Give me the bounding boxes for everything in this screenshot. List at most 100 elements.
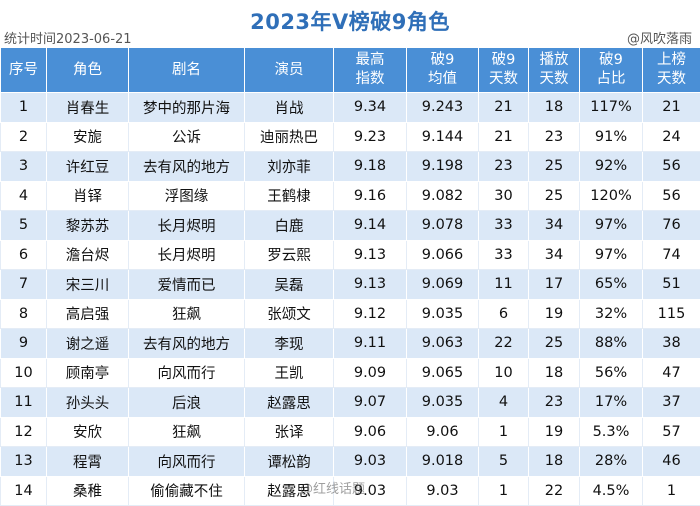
avg-value-cell: 9.198	[407, 152, 479, 182]
role-cell: 澹台烬	[47, 240, 129, 270]
peak-index-cell: 9.12	[334, 299, 407, 329]
list-days-cell: 46	[643, 447, 700, 477]
header-peak-index: 最高指数	[334, 48, 407, 93]
avg-value-cell: 9.082	[407, 181, 479, 211]
avg-value-cell: 9.03	[407, 476, 479, 506]
role-cell: 许红豆	[47, 152, 129, 182]
days-over-9-cell: 11	[479, 270, 529, 300]
rank-cell: 1	[1, 93, 47, 123]
avg-value-cell: 9.063	[407, 329, 479, 359]
drama-cell: 向风而行	[129, 447, 245, 477]
list-days-cell: 1	[643, 476, 700, 506]
ratio-cell: 120%	[580, 181, 643, 211]
ratio-cell: 28%	[580, 447, 643, 477]
actor-cell: 迪丽热巴	[245, 122, 334, 152]
avg-value-cell: 9.069	[407, 270, 479, 300]
actor-cell: 赵露思	[245, 388, 334, 418]
rank-cell: 10	[1, 358, 47, 388]
ratio-cell: 117%	[580, 93, 643, 123]
author-handle: @风吹落雨	[627, 28, 692, 47]
ratio-cell: 65%	[580, 270, 643, 300]
avg-value-cell: 9.035	[407, 299, 479, 329]
play-days-cell: 19	[529, 299, 580, 329]
play-days-cell: 18	[529, 447, 580, 477]
days-over-9-cell: 22	[479, 329, 529, 359]
ratio-cell: 17%	[580, 388, 643, 418]
rank-cell: 14	[1, 476, 47, 506]
actor-cell: 张译	[245, 417, 334, 447]
drama-cell: 梦中的那片海	[129, 93, 245, 123]
header-list-days: 上榜天数	[643, 48, 700, 93]
peak-index-cell: 9.14	[334, 211, 407, 241]
peak-index-cell: 9.18	[334, 152, 407, 182]
play-days-cell: 23	[529, 388, 580, 418]
peak-index-cell: 9.06	[334, 417, 407, 447]
days-over-9-cell: 30	[479, 181, 529, 211]
drama-cell: 长月烬明	[129, 211, 245, 241]
days-over-9-cell: 1	[479, 476, 529, 506]
peak-index-cell: 9.03	[334, 447, 407, 477]
avg-value-cell: 9.035	[407, 388, 479, 418]
days-over-9-cell: 21	[479, 93, 529, 123]
actor-cell: 张颂文	[245, 299, 334, 329]
actor-cell: 白鹿	[245, 211, 334, 241]
rank-cell: 12	[1, 417, 47, 447]
ratio-cell: 32%	[580, 299, 643, 329]
drama-cell: 公诉	[129, 122, 245, 152]
play-days-cell: 18	[529, 358, 580, 388]
drama-cell: 向风而行	[129, 358, 245, 388]
drama-cell: 狂飙	[129, 417, 245, 447]
play-days-cell: 19	[529, 417, 580, 447]
list-days-cell: 24	[643, 122, 700, 152]
avg-value-cell: 9.06	[407, 417, 479, 447]
peak-index-cell: 9.07	[334, 388, 407, 418]
role-cell: 黎苏苏	[47, 211, 129, 241]
header-play-days: 播放天数	[529, 48, 580, 93]
rank-cell: 9	[1, 329, 47, 359]
list-days-cell: 57	[643, 417, 700, 447]
header-actor: 演员	[245, 48, 334, 93]
role-cell: 宋三川	[47, 270, 129, 300]
header-rank: 序号	[1, 48, 47, 93]
role-cell: 孙头头	[47, 388, 129, 418]
play-days-cell: 34	[529, 240, 580, 270]
stat-time: 统计时间2023-06-21	[4, 28, 132, 47]
list-days-cell: 47	[643, 358, 700, 388]
ratio-cell: 97%	[580, 240, 643, 270]
play-days-cell: 25	[529, 181, 580, 211]
list-days-cell: 115	[643, 299, 700, 329]
role-cell: 桑稚	[47, 476, 129, 506]
days-over-9-cell: 10	[479, 358, 529, 388]
role-cell: 谢之遥	[47, 329, 129, 359]
avg-value-cell: 9.078	[407, 211, 479, 241]
rank-cell: 4	[1, 181, 47, 211]
play-days-cell: 17	[529, 270, 580, 300]
list-days-cell: 37	[643, 388, 700, 418]
days-over-9-cell: 5	[479, 447, 529, 477]
role-cell: 顾南亭	[47, 358, 129, 388]
avg-value-cell: 9.144	[407, 122, 479, 152]
list-days-cell: 56	[643, 181, 700, 211]
actor-cell: 罗云熙	[245, 240, 334, 270]
play-days-cell: 25	[529, 329, 580, 359]
avg-value-cell: 9.065	[407, 358, 479, 388]
avg-value-cell: 9.018	[407, 447, 479, 477]
header-role: 角色	[47, 48, 129, 93]
drama-cell: 去有风的地方	[129, 152, 245, 182]
rank-cell: 13	[1, 447, 47, 477]
ratio-cell: 92%	[580, 152, 643, 182]
